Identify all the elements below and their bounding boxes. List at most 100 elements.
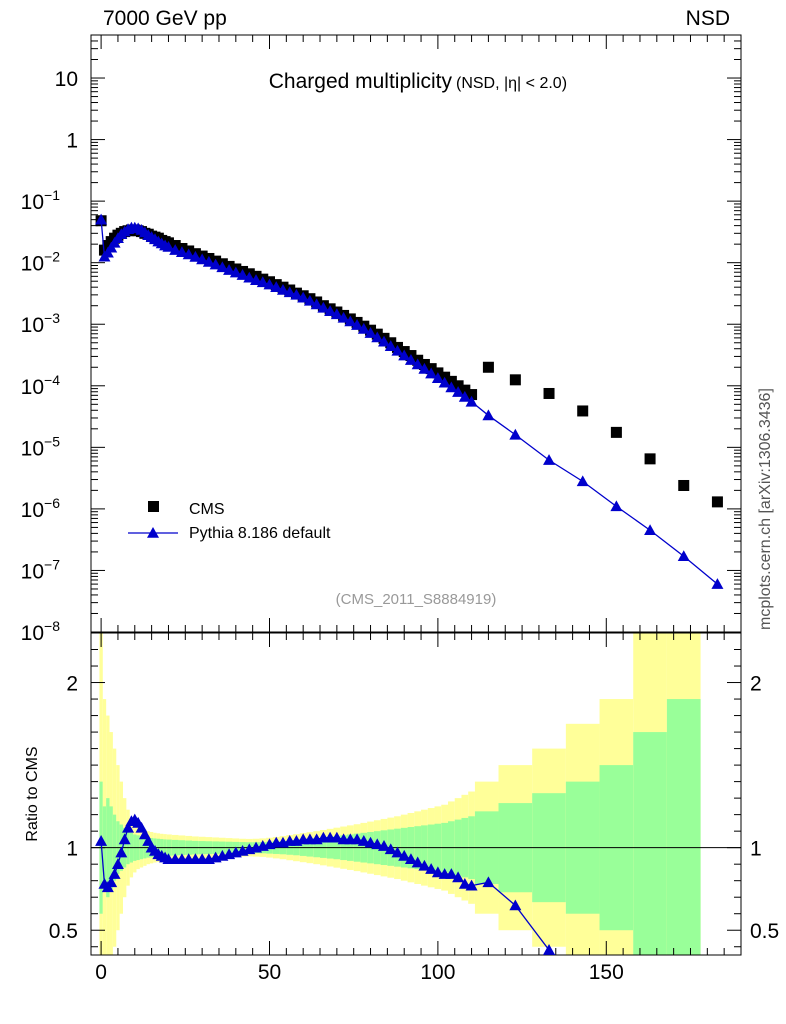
cms-data-point bbox=[678, 479, 690, 491]
pythia-data-point bbox=[425, 367, 438, 379]
ratio-data-point bbox=[431, 866, 444, 878]
ratio-y-tick-label-right: 1 bbox=[750, 838, 762, 861]
pythia-data-point bbox=[337, 311, 350, 323]
pythia-data-point bbox=[458, 390, 471, 402]
ratio-data-point bbox=[404, 853, 417, 865]
pythia-data-point bbox=[229, 266, 242, 278]
pythia-data-point bbox=[404, 354, 417, 365]
ratio-data-point bbox=[678, 995, 690, 1006]
cms-data-point bbox=[543, 387, 555, 399]
pythia-data-point bbox=[290, 288, 303, 300]
pythia-data-point bbox=[677, 550, 690, 562]
ratio-y-tick-label-right: 2 bbox=[750, 673, 762, 696]
pythia-data-point bbox=[202, 255, 215, 267]
pythia-data-point bbox=[452, 386, 465, 397]
ratio-data-point bbox=[543, 944, 556, 955]
ratio-data-point bbox=[108, 868, 121, 879]
analysis-watermark: (CMS_2011_S8884919) bbox=[336, 591, 497, 608]
pythia-data-point bbox=[196, 253, 209, 265]
ratio-data-point bbox=[445, 868, 458, 879]
x-tick-label: 150 bbox=[589, 961, 624, 984]
ratio-data-point bbox=[357, 835, 370, 846]
pythia-data-point bbox=[310, 298, 323, 310]
pythia-data-point bbox=[169, 244, 182, 255]
cms-data-point bbox=[459, 384, 471, 396]
ratio-data-point bbox=[391, 846, 404, 858]
pythia-data-point bbox=[297, 291, 310, 303]
cms-data-point bbox=[452, 380, 464, 392]
ratio-y-tick-label: 1 bbox=[66, 838, 78, 861]
main-plot-frame bbox=[90, 34, 742, 633]
y-tick-label: 10−8 bbox=[21, 618, 61, 645]
pythia-data-point bbox=[438, 376, 451, 388]
cms-data-point bbox=[466, 389, 478, 401]
chart-title-detail: (NSD, |η| < 2.0) bbox=[456, 75, 567, 92]
pythia-data-point bbox=[276, 283, 289, 295]
pythia-data-point bbox=[162, 240, 175, 252]
ratio-data-point bbox=[351, 833, 364, 845]
ratio-data-point bbox=[105, 876, 118, 888]
ratio-data-point bbox=[465, 879, 478, 891]
ratio-data-point bbox=[452, 871, 465, 883]
y-tick-label: 1 bbox=[66, 130, 78, 153]
cms-data-point bbox=[577, 405, 589, 417]
pythia-data-point bbox=[243, 271, 256, 283]
pythia-data-point bbox=[324, 305, 337, 316]
ratio-y-axis-label: Ratio to CMS bbox=[24, 746, 41, 841]
ratio-data-point bbox=[122, 821, 135, 833]
y-tick-label: 10−3 bbox=[21, 310, 61, 337]
pythia-data-point bbox=[175, 246, 188, 258]
ratio-data-point bbox=[418, 859, 431, 871]
pythia-data-point bbox=[364, 327, 377, 338]
ratio-data-point bbox=[371, 838, 384, 850]
pythia-data-point bbox=[465, 395, 478, 407]
y-tick-label: 10−4 bbox=[21, 372, 61, 399]
y-tick-label: 10 bbox=[55, 68, 78, 91]
pythia-data-point bbox=[509, 428, 522, 440]
ratio-data-point bbox=[118, 833, 131, 845]
ratio-data-point bbox=[644, 995, 656, 1006]
y-tick-label: 10−6 bbox=[21, 495, 61, 522]
pythia-data-point bbox=[283, 286, 296, 298]
cms-data-point bbox=[610, 426, 622, 438]
ratio-y-tick-label: 2 bbox=[66, 673, 78, 696]
ratio-data-point bbox=[711, 999, 723, 1010]
pythia-data-point bbox=[543, 454, 556, 465]
pythia-data-point bbox=[250, 274, 263, 285]
pythia-data-point bbox=[576, 475, 589, 487]
ratio-plot-frame bbox=[90, 632, 742, 956]
ratio-data-point bbox=[411, 856, 424, 868]
pythia-data-point bbox=[378, 335, 391, 347]
pythia-data-point bbox=[209, 258, 222, 270]
cms-data-point bbox=[644, 453, 656, 465]
pythia-data-point bbox=[357, 322, 370, 334]
y-tick-label: 10−7 bbox=[21, 556, 61, 583]
cms-data-point bbox=[482, 361, 494, 373]
pythia-data-point bbox=[270, 281, 283, 292]
pythia-data-point bbox=[384, 340, 397, 351]
ratio-y-tick-label-right: 0.5 bbox=[750, 920, 779, 943]
cms-data-point bbox=[711, 496, 723, 508]
legend-cms-marker bbox=[148, 501, 159, 512]
pythia-data-point bbox=[610, 500, 623, 512]
uncertainty-bands bbox=[99, 633, 701, 955]
ratio-data-point bbox=[425, 863, 438, 874]
pythia-data-point bbox=[256, 276, 269, 288]
y-tick-label: 10−1 bbox=[21, 187, 61, 214]
pythia-data-point bbox=[189, 250, 202, 262]
cms-data-point bbox=[509, 374, 521, 386]
ratio-data-point bbox=[458, 877, 471, 889]
pythia-data-point bbox=[418, 362, 431, 374]
x-tick-label: 0 bbox=[95, 961, 107, 984]
ratio-data-point bbox=[378, 840, 391, 851]
legend-cms-label: CMS bbox=[189, 501, 225, 518]
header-energy-label: 7000 GeV pp bbox=[103, 7, 227, 30]
ratio-data-point bbox=[330, 831, 343, 843]
ratio-data-point bbox=[111, 858, 124, 869]
ratio-data-point bbox=[115, 846, 128, 858]
ratio-y-tick-label: 0.5 bbox=[49, 920, 78, 943]
pythia-data-point bbox=[371, 331, 384, 343]
ratio-data-point bbox=[482, 876, 495, 888]
legend-pythia-marker bbox=[147, 527, 159, 538]
